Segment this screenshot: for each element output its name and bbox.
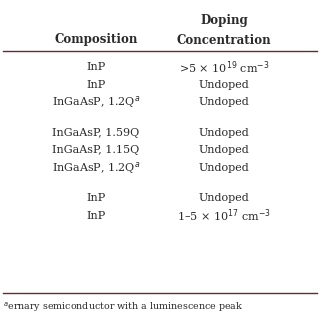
Text: Doping: Doping xyxy=(200,14,248,27)
Text: InGaAsP, 1.2Q$^{a}$: InGaAsP, 1.2Q$^{a}$ xyxy=(52,94,140,110)
Text: Undoped: Undoped xyxy=(199,163,249,173)
Text: Undoped: Undoped xyxy=(199,193,249,204)
Text: Undoped: Undoped xyxy=(199,128,249,138)
Text: InGaAsP, 1.15Q: InGaAsP, 1.15Q xyxy=(52,145,140,156)
Text: 1–5 × 10$^{17}$ cm$^{-3}$: 1–5 × 10$^{17}$ cm$^{-3}$ xyxy=(177,208,271,224)
Text: Concentration: Concentration xyxy=(177,34,271,46)
Text: $^{a}$ernary semiconductor with a luminescence peak: $^{a}$ernary semiconductor with a lumine… xyxy=(3,300,244,314)
Text: InGaAsP, 1.2Q$^{a}$: InGaAsP, 1.2Q$^{a}$ xyxy=(52,160,140,176)
Text: Undoped: Undoped xyxy=(199,145,249,156)
Text: Undoped: Undoped xyxy=(199,80,249,90)
Text: InP: InP xyxy=(86,80,106,90)
Text: InGaAsP, 1.59Q: InGaAsP, 1.59Q xyxy=(52,128,140,138)
Text: Undoped: Undoped xyxy=(199,97,249,108)
Text: InP: InP xyxy=(86,211,106,221)
Text: >5 × 10$^{19}$ cm$^{-3}$: >5 × 10$^{19}$ cm$^{-3}$ xyxy=(179,59,269,76)
Text: Composition: Composition xyxy=(54,34,138,46)
Text: InP: InP xyxy=(86,193,106,204)
Text: InP: InP xyxy=(86,62,106,72)
